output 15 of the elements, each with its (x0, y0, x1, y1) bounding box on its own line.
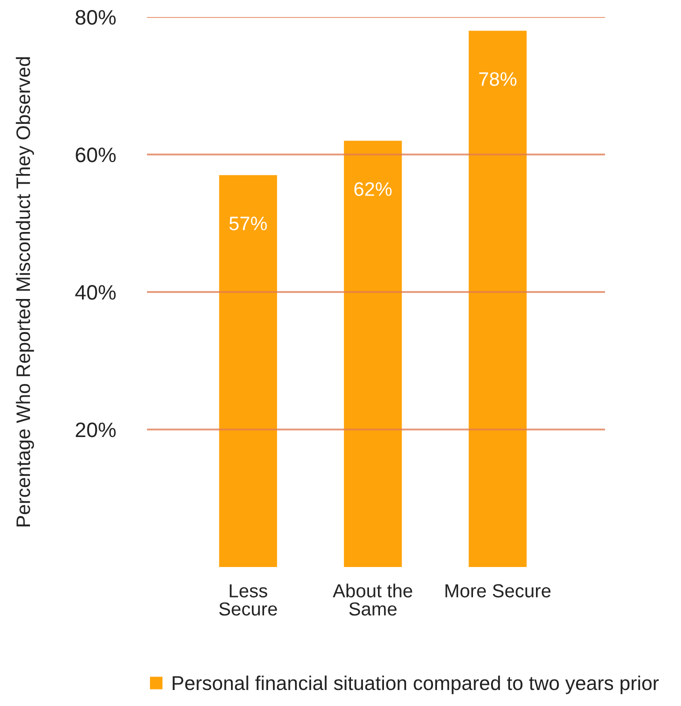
bar (344, 140, 402, 567)
y-tick-label: 80% (76, 10, 116, 25)
bar (219, 175, 278, 567)
x-tick-label: About the Same (332, 584, 412, 616)
text: 57% (229, 216, 267, 230)
bar (468, 30, 527, 567)
y-axis-title: Percentage Who Reported Misconduct They Observed (16, 57, 34, 526)
text: 78% (479, 72, 516, 86)
text: 62% (354, 182, 392, 196)
x-tick-label: Less Secure (219, 584, 277, 616)
y-tick-label: 20% (76, 422, 116, 438)
y-tick-label: 40% (75, 285, 116, 300)
x-tick-label: More Secure (446, 584, 551, 598)
y-tick-label: 60% (76, 148, 116, 162)
legend-label: Personal financial situation compared to two years prior (172, 676, 659, 694)
